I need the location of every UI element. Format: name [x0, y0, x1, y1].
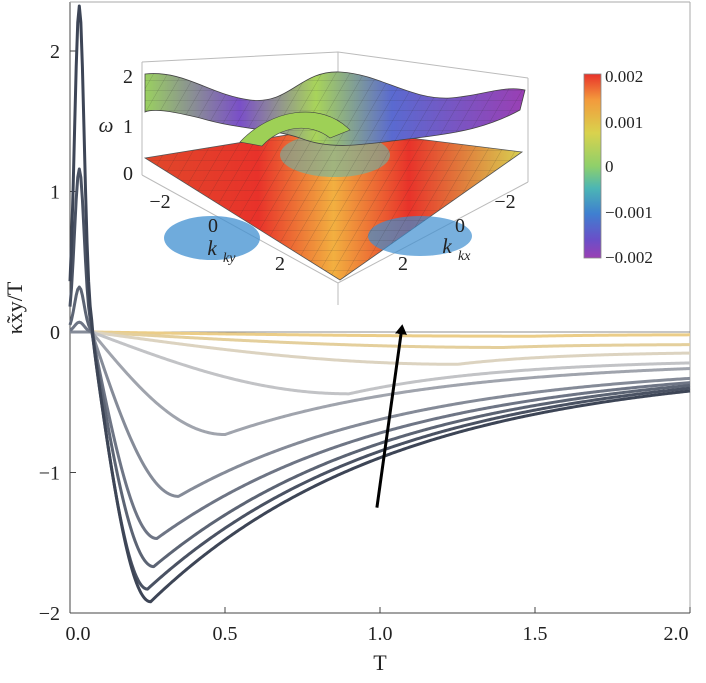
series-line-curve-4: [69, 320, 691, 541]
series-line-curve-8: [70, 330, 691, 366]
inset-lower-mesh: [145, 128, 522, 280]
colorbar-tick-0: 0.002: [605, 67, 643, 86]
inset-upper-mesh: [145, 71, 525, 146]
inset-kx-tick-neg2: −2: [494, 191, 515, 213]
x-tick-label: 0.5: [213, 623, 238, 645]
colorbar-tick-1: 0.001: [605, 113, 643, 132]
x-tick-label: 1.0: [368, 623, 393, 645]
y-tick-label: 1: [50, 182, 60, 204]
inset-ky-tick-0: 0: [208, 215, 218, 237]
y-tick-label: −1: [39, 463, 60, 485]
inset-box-back: [141, 51, 529, 182]
colorbar-tick-3: −0.001: [605, 203, 653, 222]
inset-lower-blue-left: [164, 216, 260, 260]
x-tick-label: 0.0: [66, 623, 91, 645]
inset-ky-label: k ky: [207, 236, 236, 266]
svg-text:ky: ky: [223, 251, 236, 266]
series-line-curve-5: [70, 330, 691, 498]
series-line-curve-9: [70, 330, 691, 349]
inset-z-tick-1: 1: [123, 116, 133, 138]
x-axis-label: T: [373, 650, 387, 675]
inset-z-tick-2: 2: [123, 66, 133, 88]
y-tick-group: −2 −1 0 1 2: [39, 41, 76, 625]
y-axis-label: κ̃xy/T: [2, 281, 27, 334]
colorbar-gradient: [583, 73, 602, 259]
inset-plot: 2 1 0 ω −2 0 2 k ky 2 0 −2 k kx: [99, 51, 529, 305]
y-tick-label: 0: [50, 322, 60, 344]
inset-box-front: [141, 174, 529, 305]
svg-text:k: k: [207, 236, 217, 260]
series-line-curve-2: [68, 167, 691, 591]
inset-kx-label: k kx: [442, 234, 471, 264]
x-tick-group: 0.0 0.5 1.0 1.5 2.0: [66, 607, 691, 645]
x-tick-label: 1.5: [523, 623, 548, 645]
y-tick-label: −2: [39, 603, 60, 625]
inset-ky-tick-2: 2: [275, 253, 285, 275]
inset-z-tick-0: 0: [123, 163, 133, 185]
colorbar: 0.002 0.001 0 −0.001 −0.002: [583, 67, 653, 267]
series-line-curve-7: [70, 330, 691, 396]
curve-group: [68, 4, 691, 604]
colorbar-tick-2: 0: [605, 157, 614, 176]
inset-kx-tick-0: 0: [455, 215, 465, 237]
x-tick-label: 2.0: [664, 623, 689, 645]
colorbar-tick-4: −0.002: [605, 248, 653, 267]
svg-text:k: k: [442, 234, 452, 258]
series-line-curve-10: [70, 330, 690, 338]
inset-z-label: ω: [99, 113, 114, 137]
series-line-curve-3: [68, 285, 691, 569]
inset-kx-tick-2: 2: [398, 253, 408, 275]
series-line-curve-1: [68, 4, 691, 604]
y-tick-label: 2: [50, 41, 60, 63]
trend-arrow: [375, 324, 407, 508]
svg-text:kx: kx: [458, 249, 471, 264]
series-line-curve-6: [70, 330, 691, 437]
inset-upper-arch: [239, 111, 351, 147]
inset-ky-tick-neg2: −2: [149, 191, 170, 213]
